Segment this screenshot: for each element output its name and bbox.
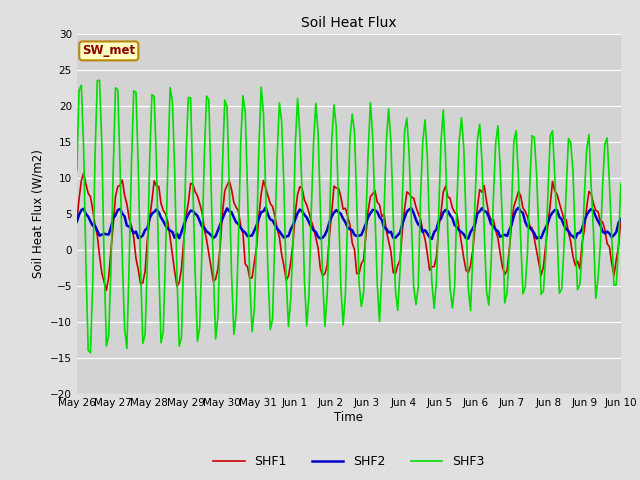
Line: SHF3: SHF3	[77, 80, 621, 353]
SHF3	[100, 259, 108, 264]
SHF3	[583, 147, 591, 153]
SHF1	[73, 218, 81, 224]
SHF1	[98, 270, 106, 276]
SHF3	[96, 77, 104, 83]
SHF2	[437, 216, 445, 222]
Y-axis label: Soil Heat Flux (W/m2): Soil Heat Flux (W/m2)	[31, 149, 44, 278]
SHF1	[164, 219, 172, 225]
SHF2	[159, 218, 167, 224]
SHF1	[262, 185, 269, 191]
SHF1	[617, 217, 625, 223]
SHF3	[262, 192, 269, 198]
SHF2	[109, 216, 117, 221]
SHF2	[617, 216, 625, 222]
Title: Soil Heat Flux: Soil Heat Flux	[301, 16, 397, 30]
X-axis label: Time: Time	[334, 411, 364, 424]
Legend: SHF1, SHF2, SHF3: SHF1, SHF2, SHF3	[209, 450, 489, 473]
Text: SW_met: SW_met	[82, 44, 136, 58]
SHF2	[73, 219, 81, 225]
SHF1	[114, 184, 122, 190]
SHF3	[86, 350, 94, 356]
SHF1	[437, 210, 445, 216]
SHF3	[164, 164, 172, 169]
SHF1	[583, 205, 591, 211]
SHF3	[437, 139, 445, 145]
SHF2	[96, 233, 104, 239]
Line: SHF1: SHF1	[77, 173, 621, 290]
SHF1	[80, 170, 88, 176]
SHF2	[583, 212, 591, 218]
SHF3	[114, 87, 122, 93]
SHF1	[102, 288, 110, 293]
Line: SHF2: SHF2	[77, 207, 621, 239]
SHF2	[262, 204, 269, 210]
SHF2	[428, 236, 436, 242]
SHF3	[73, 168, 81, 173]
SHF2	[257, 209, 265, 215]
SHF3	[617, 180, 625, 186]
